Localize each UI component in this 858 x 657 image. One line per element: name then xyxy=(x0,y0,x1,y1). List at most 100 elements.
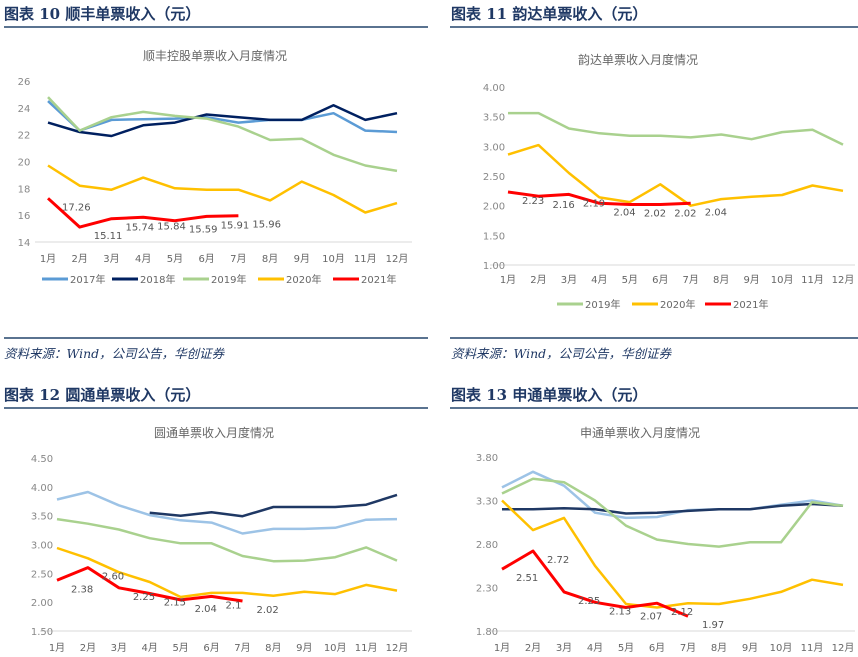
y-tick-label: 16 xyxy=(18,211,31,222)
y-tick-label: 20 xyxy=(18,158,31,169)
data-label: 2.13 xyxy=(609,606,631,617)
x-tick-label: 8月 xyxy=(265,642,281,654)
data-label: 2.04 xyxy=(613,207,635,218)
chart-title: 顺丰控股单票收入月度情况 xyxy=(143,48,287,63)
x-tick-label: 11月 xyxy=(355,642,378,654)
x-tick-label: 5月 xyxy=(167,253,183,265)
x-tick-label: 3月 xyxy=(103,253,119,265)
x-tick-label: 2月 xyxy=(525,642,541,654)
legend-label: 2019年 xyxy=(585,298,620,311)
divider xyxy=(4,26,428,28)
data-label: 2.1 xyxy=(226,600,242,611)
series-line xyxy=(507,190,691,206)
x-tick-label: 9月 xyxy=(743,274,759,286)
x-tick-label: 1月 xyxy=(40,253,56,265)
data-label: 2.02 xyxy=(674,208,696,219)
x-tick-label: 5月 xyxy=(618,642,634,654)
x-tick-label: 4月 xyxy=(591,274,607,286)
data-label: 17.26 xyxy=(62,202,91,213)
x-tick-label: 11月 xyxy=(801,642,824,654)
y-tick-label: 3.30 xyxy=(476,497,498,508)
y-tick-label: 2.80 xyxy=(476,540,498,551)
y-tick-label: 3.50 xyxy=(483,113,505,124)
y-tick-label: 14 xyxy=(18,238,31,249)
x-tick-label: 6月 xyxy=(652,274,668,286)
y-tick-label: 18 xyxy=(18,184,31,195)
chart-title: 韵达单票收入月度情况 xyxy=(578,52,698,67)
series-line xyxy=(507,143,844,207)
x-tick-label: 7月 xyxy=(680,642,696,654)
x-tick-label: 6月 xyxy=(198,253,214,265)
x-tick-label: 10月 xyxy=(770,642,793,654)
x-tick-label: 1月 xyxy=(500,274,516,286)
y-tick-label: 2.50 xyxy=(483,172,505,183)
x-tick-label: 1月 xyxy=(494,642,510,654)
figure-11-header: 图表 11 韵达单票收入（元） xyxy=(451,5,648,23)
figure-10-header: 图表 10 顺丰单票收入（元） xyxy=(4,5,201,23)
series-line xyxy=(56,517,398,563)
y-tick-label: 3.50 xyxy=(31,512,53,523)
source-note: 资料来源：Wind，公司公告，华创证券 xyxy=(4,346,225,361)
series-line xyxy=(47,96,398,173)
series-line xyxy=(149,493,398,518)
series-line xyxy=(56,566,243,603)
data-label: 15.96 xyxy=(252,220,281,231)
legend-label: 2021年 xyxy=(733,298,768,311)
series-line xyxy=(46,197,239,229)
data-label: 2.12 xyxy=(671,607,693,618)
y-tick-label: 1.50 xyxy=(31,627,53,638)
y-tick-label: 4.00 xyxy=(31,483,53,494)
data-label: 15.91 xyxy=(221,220,250,231)
x-tick-label: 9月 xyxy=(294,253,310,265)
series-line xyxy=(47,164,398,214)
data-label: 2.04 xyxy=(705,207,727,218)
series-line xyxy=(47,103,398,138)
data-label: 2.51 xyxy=(516,573,538,584)
series-line xyxy=(502,502,844,515)
y-tick-label: 2.00 xyxy=(483,202,505,213)
x-tick-label: 10月 xyxy=(324,642,347,654)
divider xyxy=(4,407,428,409)
figure-12-header: 图表 12 圆通单票收入（元） xyxy=(4,386,201,404)
data-label: 1.97 xyxy=(702,620,724,631)
legend-label: 2020年 xyxy=(286,273,321,286)
y-tick-label: 24 xyxy=(18,104,31,115)
data-label: 15.74 xyxy=(125,223,154,234)
x-tick-label: 3月 xyxy=(561,274,577,286)
x-tick-label: 10月 xyxy=(322,253,345,265)
data-label: 2.07 xyxy=(640,612,662,623)
data-label: 2.25 xyxy=(133,592,155,603)
x-tick-label: 5月 xyxy=(622,274,638,286)
data-label: 2.23 xyxy=(522,196,544,207)
data-label: 2.15 xyxy=(164,598,186,609)
legend-label: 2021年 xyxy=(361,273,396,286)
legend-label: 2020年 xyxy=(660,298,695,311)
y-tick-label: 4.00 xyxy=(483,83,505,94)
x-tick-label: 2月 xyxy=(72,253,88,265)
x-tick-label: 8月 xyxy=(713,274,729,286)
legend-label: 2018年 xyxy=(140,273,175,286)
x-tick-label: 9月 xyxy=(742,642,758,654)
series-line xyxy=(501,470,844,520)
series-line xyxy=(501,549,689,618)
x-tick-label: 4月 xyxy=(135,253,151,265)
chart-title: 圆通单票收入月度情况 xyxy=(154,425,274,440)
figure-13-header: 图表 13 申通单票收入（元） xyxy=(451,386,648,404)
x-tick-label: 5月 xyxy=(172,642,188,654)
legend-label: 2017年 xyxy=(70,273,105,286)
x-tick-label: 11月 xyxy=(801,274,824,286)
data-label: 2.16 xyxy=(552,200,574,211)
y-tick-label: 1.50 xyxy=(483,231,505,242)
y-tick-label: 22 xyxy=(18,131,31,142)
y-tick-label: 3.80 xyxy=(476,453,498,464)
x-tick-label: 7月 xyxy=(234,642,250,654)
data-label: 2.72 xyxy=(547,555,569,566)
x-tick-label: 12月 xyxy=(386,253,409,265)
x-tick-label: 7月 xyxy=(230,253,246,265)
x-tick-label: 12月 xyxy=(832,642,855,654)
y-tick-label: 2.30 xyxy=(476,584,498,595)
x-tick-label: 7月 xyxy=(683,274,699,286)
series-line xyxy=(56,546,398,599)
x-tick-label: 2月 xyxy=(530,274,546,286)
